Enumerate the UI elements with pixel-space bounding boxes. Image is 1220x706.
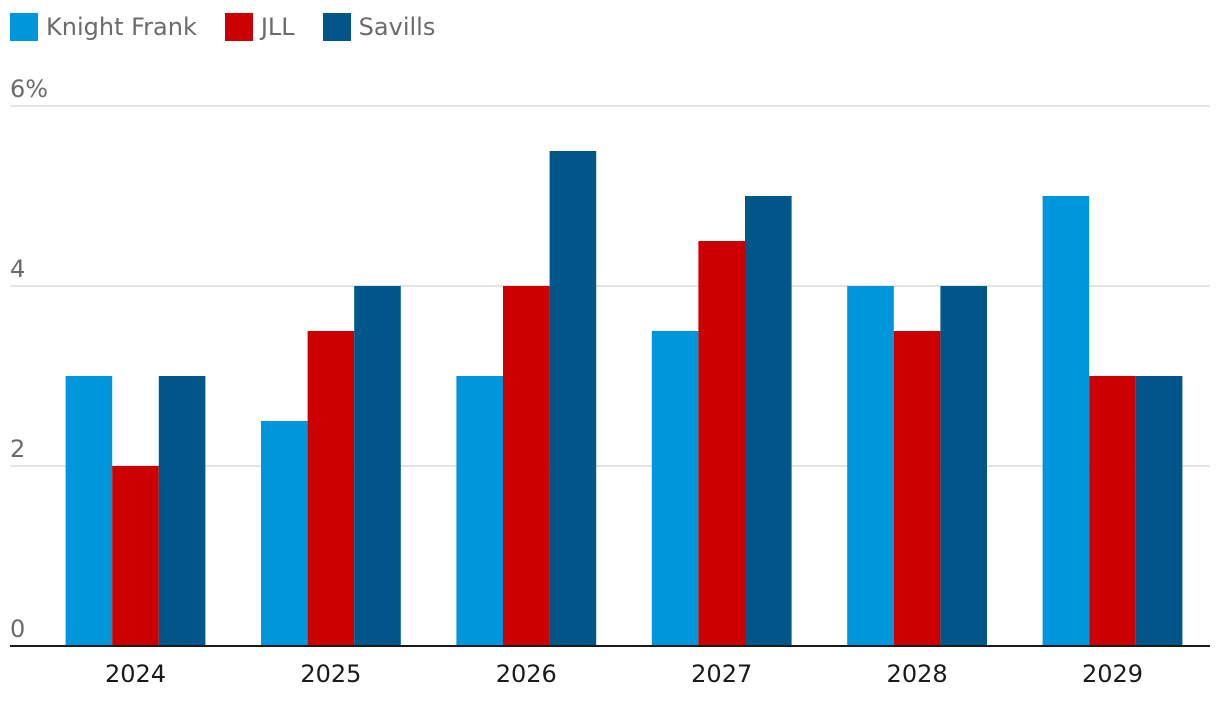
- x-tick-label-2026: 2026: [496, 660, 557, 688]
- x-tick-label-2028: 2028: [887, 660, 948, 688]
- bar-jll-2028: [893, 331, 941, 646]
- bar-savills-2027: [745, 196, 792, 646]
- y-tick-label-4: 4: [10, 255, 25, 283]
- legend-label-knight-frank: Knight Frank: [46, 13, 197, 41]
- x-tick-label-2025: 2025: [300, 660, 361, 688]
- legend-item-savills: Savills: [322, 13, 436, 41]
- y-tick-label-0: 0: [10, 615, 25, 643]
- bar-jll-2025: [307, 331, 355, 646]
- bar-knight-frank-2026: [456, 376, 503, 646]
- x-axis-ticks: 2024 2025 2026 2027 2028 2029: [105, 660, 1143, 688]
- x-tick-label-2029: 2029: [1082, 660, 1143, 688]
- legend-swatch-jll: [224, 13, 253, 41]
- bar-knight-frank-2028: [847, 286, 894, 646]
- x-tick-label-2024: 2024: [105, 660, 166, 688]
- legend-item-knight-frank: Knight Frank: [10, 13, 197, 41]
- legend-swatch-savills: [322, 13, 351, 41]
- bar-savills-2026: [549, 151, 597, 646]
- chart-legend: Knight Frank JLL Savills: [10, 10, 463, 44]
- bar-knight-frank-2025: [261, 421, 308, 646]
- bar-jll-2026: [503, 286, 550, 646]
- legend-label-jll: JLL: [260, 13, 295, 41]
- y-axis-ticks: 0 2 4 6%: [10, 75, 48, 643]
- y-tick-label-2: 2: [10, 435, 25, 463]
- bar-knight-frank-2027: [651, 331, 699, 646]
- bar-savills-2028: [940, 286, 987, 646]
- y-tick-label-6: 6%: [10, 75, 48, 103]
- bar-knight-frank-2029: [1042, 196, 1090, 646]
- bar-jll-2029: [1089, 376, 1136, 646]
- bar-knight-frank-2024: [65, 376, 113, 646]
- bars: [65, 151, 1183, 646]
- bar-savills-2029: [1135, 376, 1183, 646]
- gridlines: [10, 105, 1210, 467]
- legend-swatch-knight-frank: [10, 13, 38, 41]
- bar-jll-2024: [112, 466, 159, 646]
- bar-savills-2025: [354, 286, 401, 646]
- legend-item-jll: JLL: [224, 13, 295, 41]
- bar-savills-2024: [158, 376, 206, 646]
- bar-jll-2027: [698, 241, 745, 646]
- x-tick-label-2027: 2027: [691, 660, 752, 688]
- legend-label-savills: Savills: [358, 13, 436, 41]
